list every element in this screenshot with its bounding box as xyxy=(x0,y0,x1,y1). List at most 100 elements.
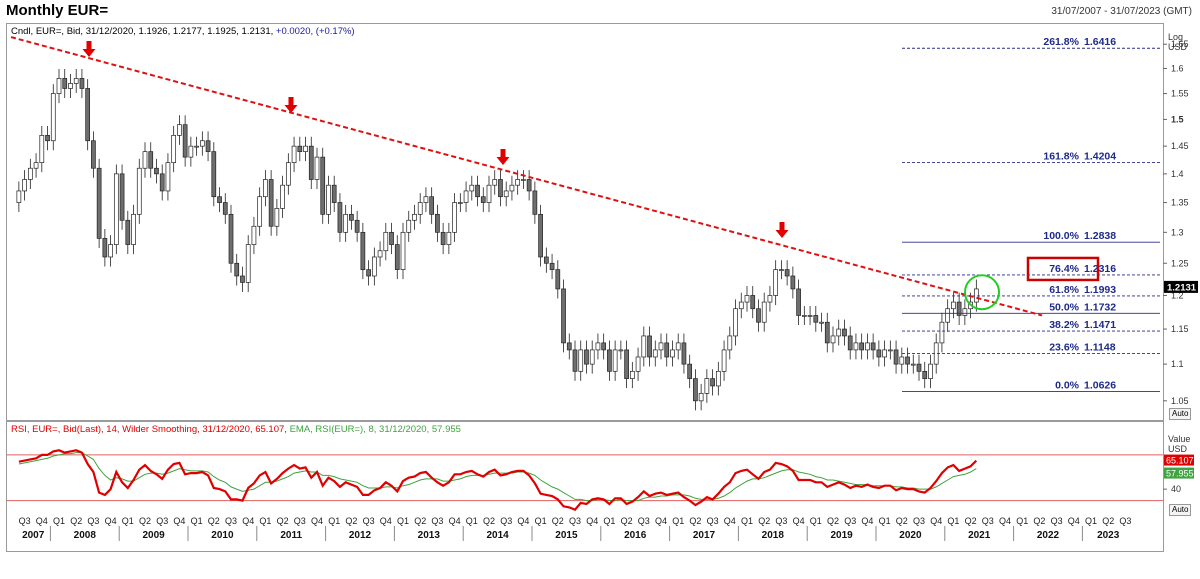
candle-body xyxy=(79,78,85,89)
candle-body xyxy=(148,151,154,169)
quarter-label: Q4 xyxy=(105,516,117,526)
quarter-label: Q3 xyxy=(844,516,856,526)
year-label: 2015 xyxy=(555,530,578,541)
candle-body xyxy=(842,328,847,337)
quarter-label: Q2 xyxy=(208,516,220,526)
candle-body xyxy=(211,151,217,198)
quarter-label: Q1 xyxy=(810,516,822,526)
price-change: +0.0020, (+0.17%) xyxy=(275,26,355,37)
time-axis: Q3 Q4 Q1 Q2 Q3 Q4 Q1 Q2 Q3 Q4 Q1 Q2 Q3 Q4 Q1 Q2 Q3 Q4 Q1 Q2… xyxy=(6,515,1164,552)
candle-body xyxy=(928,363,933,379)
rsi-panel[interactable]: RSI, EUR=, Bid(Last), 14, Wilder Smoothi… xyxy=(6,421,1194,517)
candle-body xyxy=(882,349,887,358)
quarter-label: Q1 xyxy=(1085,516,1097,526)
y-tick-label: 1.4 xyxy=(1171,169,1184,179)
quarter-label: Q3 xyxy=(569,516,581,526)
candle-body xyxy=(549,262,555,270)
candle-body xyxy=(171,135,177,164)
candle-body xyxy=(658,342,664,351)
price-panel[interactable]: Cndl, EUR=, Bid, 31/12/2020, 1.1926, 1.2… xyxy=(6,23,1198,421)
candle-body xyxy=(400,231,406,270)
candle-body xyxy=(177,124,182,136)
quarter-label: Q1 xyxy=(879,516,891,526)
candle-body xyxy=(951,301,956,310)
candle-body xyxy=(796,288,801,316)
y-tick-label: 1.2 xyxy=(1171,290,1184,300)
y-tick-label: 1.25 xyxy=(1171,258,1189,268)
year-label: 2010 xyxy=(211,530,234,541)
quarter-label: Q1 xyxy=(328,516,340,526)
quarter-label: Q2 xyxy=(689,516,701,526)
price-legend: Cndl, EUR=, Bid, 31/12/2020, 1.1926, 1.2… xyxy=(11,26,355,37)
rsi-axis-label: Value xyxy=(1168,434,1191,444)
candle-body xyxy=(584,349,589,365)
fib-value-label: 1.2316 xyxy=(1084,263,1116,275)
price-auto-button[interactable]: Auto xyxy=(1169,408,1192,420)
quarter-label: Q4 xyxy=(242,516,254,526)
candle-body xyxy=(108,244,113,258)
candle-body xyxy=(326,184,331,215)
candle-body xyxy=(784,269,790,277)
candle-body xyxy=(291,145,297,164)
candle-body xyxy=(463,190,469,203)
candle-body xyxy=(629,370,635,379)
quarter-label: Q4 xyxy=(449,516,461,526)
candle-body xyxy=(389,231,394,245)
candle-body xyxy=(366,269,371,277)
candle-body xyxy=(457,202,463,204)
candle-body xyxy=(509,184,515,192)
quarter-label: Q4 xyxy=(173,516,185,526)
fib-percent-label: 61.8% xyxy=(1049,284,1079,296)
candle-body xyxy=(469,184,475,192)
candle-body xyxy=(435,213,440,233)
year-label: 2017 xyxy=(693,530,716,541)
quarter-label: Q1 xyxy=(191,516,203,526)
quarter-label: Q3 xyxy=(156,516,168,526)
candle-body xyxy=(498,179,503,198)
fib-percent-label: 161.8% xyxy=(1043,150,1079,162)
candle-body xyxy=(423,196,429,203)
rsi-auto-button[interactable]: Auto xyxy=(1169,504,1192,516)
candle-body xyxy=(33,162,39,169)
year-label: 2019 xyxy=(830,530,853,541)
quarter-label: Q3 xyxy=(19,516,31,526)
candle-body xyxy=(870,342,876,351)
candle-body xyxy=(945,308,951,323)
candle-body xyxy=(492,179,498,186)
candle-body xyxy=(303,145,308,152)
quarter-label: Q2 xyxy=(483,516,495,526)
candle-body xyxy=(733,308,738,337)
candle-body xyxy=(452,202,457,233)
fibonacci-levels: 261.8% 1.6416 161.8% 1.4204 100.0% 1.2838 76.4… xyxy=(902,36,1160,392)
candle-body xyxy=(16,190,22,203)
candle-body xyxy=(652,349,658,358)
fib-value-label: 1.1732 xyxy=(1084,301,1116,313)
candle-body xyxy=(779,269,784,271)
candle-body xyxy=(521,179,526,181)
ema-legend-text: EMA, RSI(EUR=), 8, 31/12/2020, 57.955 xyxy=(289,424,461,435)
down-arrow-icon xyxy=(284,97,298,113)
quarter-label: Q3 xyxy=(775,516,787,526)
candle-body xyxy=(572,349,578,372)
candle-body xyxy=(624,349,629,379)
candle-body xyxy=(612,349,618,372)
fib-value-label: 1.2838 xyxy=(1084,230,1116,242)
y-tick-label: 1.35 xyxy=(1171,198,1189,208)
rsi-axis-unit: USD xyxy=(1168,444,1188,454)
year-label: 2011 xyxy=(280,530,302,541)
candle-body xyxy=(859,342,865,351)
quarter-label: Q4 xyxy=(517,516,529,526)
year-label: 2007 xyxy=(22,530,45,541)
rsi-value-tag xyxy=(1164,454,1194,466)
candle-body xyxy=(337,202,343,233)
candle-body xyxy=(199,140,205,147)
candle-body xyxy=(165,162,171,192)
candle-body xyxy=(962,308,968,316)
candle-body xyxy=(440,231,446,245)
candle-body xyxy=(217,196,222,203)
downtrend-line xyxy=(10,36,1043,317)
candle-body xyxy=(876,349,882,358)
candle-body xyxy=(865,342,870,351)
candle-body xyxy=(899,356,905,365)
candle-body xyxy=(566,342,572,351)
